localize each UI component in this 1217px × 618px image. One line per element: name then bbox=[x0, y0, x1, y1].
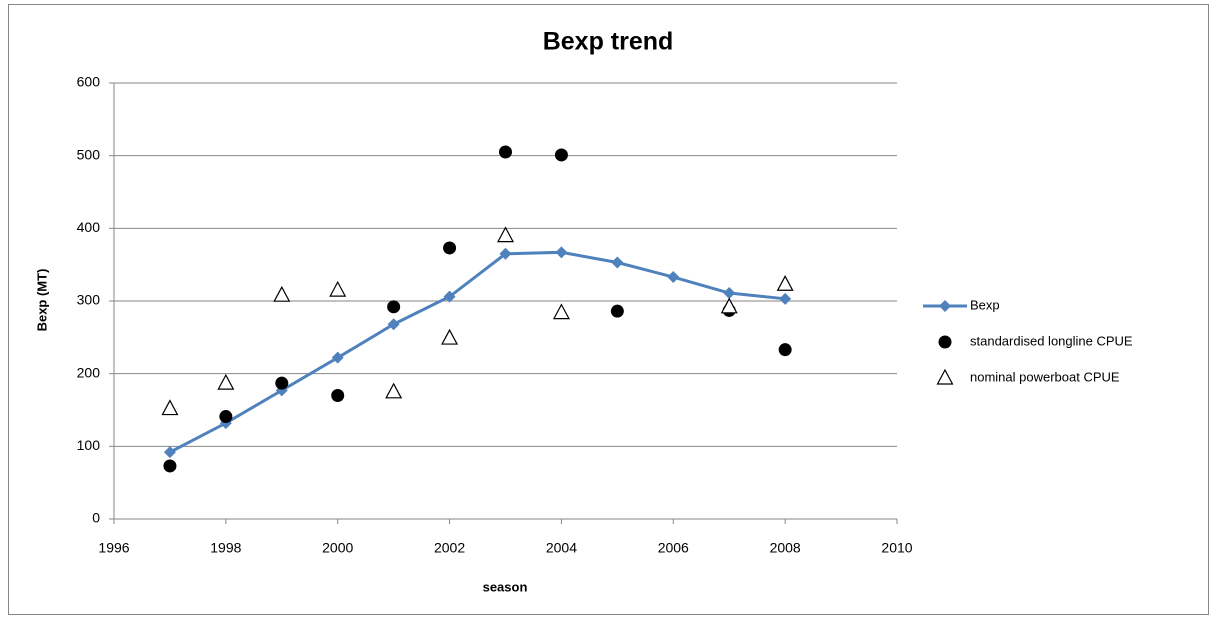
triangle-marker bbox=[496, 226, 515, 243]
diamond-marker bbox=[779, 292, 792, 305]
triangle-marker bbox=[329, 280, 347, 297]
circle-marker bbox=[163, 459, 177, 473]
x-tick-label: 2006 bbox=[658, 540, 689, 556]
x-tick-label: 2008 bbox=[770, 540, 801, 556]
chart-title: Bexp trend bbox=[543, 28, 674, 56]
legend-label: nominal powerboat CPUE bbox=[970, 369, 1120, 384]
y-axis-title: Bexp (MT) bbox=[34, 269, 49, 332]
legend-marker bbox=[938, 335, 952, 349]
legend-label: Bexp bbox=[970, 297, 1000, 312]
series-line bbox=[169, 250, 786, 454]
triangle-marker bbox=[441, 328, 459, 345]
triangle-marker bbox=[217, 373, 235, 390]
circle-marker bbox=[219, 410, 233, 424]
diamond-marker bbox=[667, 271, 680, 284]
circle-marker bbox=[778, 343, 792, 357]
triangle-marker bbox=[161, 399, 179, 416]
y-tick-label: 600 bbox=[77, 74, 101, 90]
x-tick-label: 2000 bbox=[322, 540, 353, 556]
y-tick-label: 500 bbox=[77, 146, 101, 162]
diamond-marker bbox=[387, 318, 400, 331]
x-tick-label: 1996 bbox=[98, 540, 129, 556]
legend-marker bbox=[936, 368, 954, 385]
y-tick-label: 200 bbox=[77, 364, 101, 380]
y-tick-label: 400 bbox=[77, 219, 101, 235]
triangle-marker bbox=[552, 303, 570, 320]
circle-marker bbox=[554, 148, 568, 162]
x-tick-label: 2002 bbox=[434, 540, 465, 556]
circle-marker bbox=[610, 304, 624, 318]
diamond-marker bbox=[443, 290, 456, 303]
diamond-marker bbox=[611, 256, 624, 269]
x-tick-label: 1998 bbox=[210, 540, 241, 556]
chart-frame bbox=[8, 4, 1209, 615]
y-tick-label: 300 bbox=[77, 292, 101, 308]
y-tick-label: 100 bbox=[77, 437, 101, 453]
x-axis-title: season bbox=[483, 579, 528, 594]
triangle-marker bbox=[720, 297, 738, 314]
diamond-marker bbox=[723, 287, 736, 300]
diamond-marker bbox=[331, 351, 344, 364]
diamond-marker bbox=[499, 247, 512, 260]
circle-marker bbox=[499, 145, 512, 159]
diamond-marker bbox=[555, 246, 568, 259]
legend-label: standardised longline CPUE bbox=[970, 333, 1133, 348]
circle-marker bbox=[275, 376, 289, 390]
x-tick-label: 2010 bbox=[881, 540, 912, 556]
legend-marker bbox=[939, 300, 951, 312]
x-tick-label: 2004 bbox=[546, 540, 577, 556]
triangle-marker bbox=[776, 275, 794, 291]
y-tick-label: 0 bbox=[92, 510, 100, 526]
diamond-marker bbox=[163, 446, 176, 459]
circle-marker bbox=[443, 241, 457, 255]
circle-marker bbox=[331, 388, 345, 402]
triangle-marker bbox=[385, 382, 403, 399]
triangle-marker bbox=[273, 285, 291, 302]
circle-marker bbox=[387, 300, 401, 314]
